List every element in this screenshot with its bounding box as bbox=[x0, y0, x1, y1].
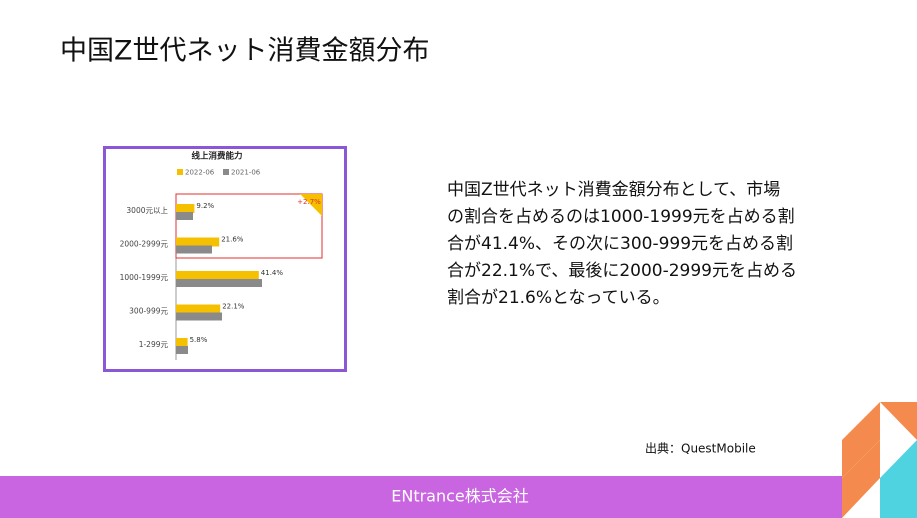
body-line: 合が22.1%で、最後に2000-2999元を占める bbox=[447, 261, 797, 281]
source: 出典：QuestMobile bbox=[645, 442, 756, 456]
slide-title: 中国Z世代ネット消費金額分布 bbox=[60, 36, 430, 67]
chart-frame bbox=[103, 146, 347, 372]
chart: 2022-06 2021-06 3000元以上 9.2% 2000-2999元 21.6%… bbox=[120, 169, 284, 354]
bar bbox=[176, 271, 259, 280]
bar bbox=[176, 279, 262, 287]
body-line: 中国Z世代ネット消費金額分布として、市場 bbox=[447, 180, 780, 200]
body-line: の割合を占めるのは1000-1999元を占める割 bbox=[447, 207, 795, 227]
bar bbox=[176, 245, 212, 254]
legend-swatch bbox=[177, 169, 183, 175]
bar bbox=[176, 312, 222, 321]
data-label: 21.6% bbox=[221, 236, 244, 244]
decoration bbox=[842, 402, 917, 518]
category-label: 2000-2999元 bbox=[120, 240, 169, 249]
category-label: 1-299元 bbox=[139, 340, 169, 349]
chart-title: 线上消费能力 bbox=[191, 151, 242, 162]
category-label: 300-999元 bbox=[129, 307, 168, 316]
corner-flag bbox=[300, 194, 322, 216]
bar bbox=[176, 304, 221, 314]
data-label: 41.4% bbox=[261, 269, 284, 277]
legend-swatch bbox=[223, 169, 229, 175]
bar bbox=[176, 237, 220, 247]
bar bbox=[176, 338, 188, 347]
highlight-box bbox=[175, 193, 323, 259]
legend-label: 2021-06 bbox=[231, 169, 261, 177]
annotation: +2.7% bbox=[297, 198, 321, 206]
footer-bar bbox=[0, 476, 842, 518]
bar bbox=[176, 212, 193, 220]
data-label: 9.2% bbox=[196, 202, 214, 210]
bar bbox=[176, 204, 195, 213]
body-line: 割合が21.6%となっている。 bbox=[447, 288, 670, 308]
legend-label: 2022-06 bbox=[185, 169, 215, 177]
bar bbox=[176, 346, 188, 354]
footer: ENtrance株式会社 bbox=[391, 487, 529, 506]
body-line: 合が41.4%、その次に300-999元を占める割 bbox=[447, 234, 793, 254]
category-label: 3000元以上 bbox=[126, 206, 168, 215]
data-label: 5.8% bbox=[190, 336, 208, 344]
data-label: 22.1% bbox=[222, 303, 245, 311]
category-label: 1000-1999元 bbox=[120, 273, 169, 282]
